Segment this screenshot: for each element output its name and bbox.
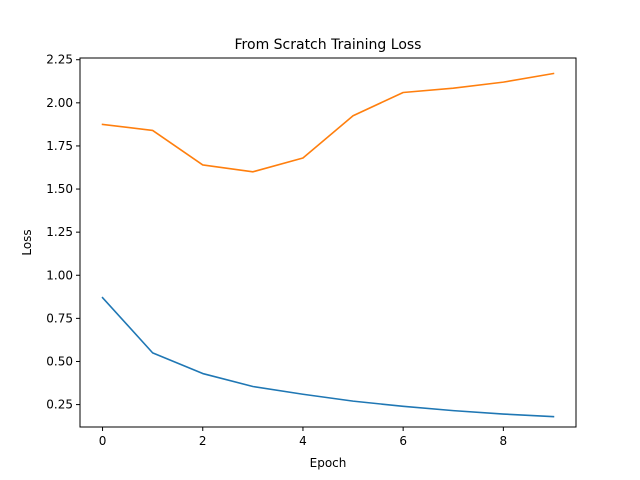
x-tick-label: 6 — [399, 434, 407, 448]
y-tick-label: 1.00 — [46, 268, 73, 282]
y-tick-label: 2.25 — [46, 53, 73, 67]
y-tick-label: 2.00 — [46, 96, 73, 110]
series-line-1 — [101, 296, 555, 418]
x-tick-label: 2 — [199, 434, 207, 448]
x-axis-label: Epoch — [310, 456, 347, 470]
plot-series — [101, 72, 555, 418]
x-tick-label: 0 — [99, 434, 107, 448]
x-tick-label: 8 — [500, 434, 508, 448]
y-axis-label: Loss — [20, 229, 34, 255]
plot-frame — [79, 57, 577, 428]
y-tick-label: 1.75 — [46, 139, 73, 153]
y-tick-label: 0.75 — [46, 311, 73, 325]
x-tick-label: 4 — [299, 434, 307, 448]
chart-title: From Scratch Training Loss — [235, 37, 422, 53]
y-tick-label: 1.25 — [46, 225, 73, 239]
y-tick-label: 0.25 — [46, 398, 73, 412]
y-tick-label: 1.50 — [46, 182, 73, 196]
series-line-2 — [101, 72, 555, 173]
axis-ticks: 0 2 4 6 8 0.25 0.50 0.75 1.00 1.25 1.50 1.75 2.00 2.2… — [46, 53, 507, 448]
y-tick-label: 0.50 — [46, 354, 73, 368]
